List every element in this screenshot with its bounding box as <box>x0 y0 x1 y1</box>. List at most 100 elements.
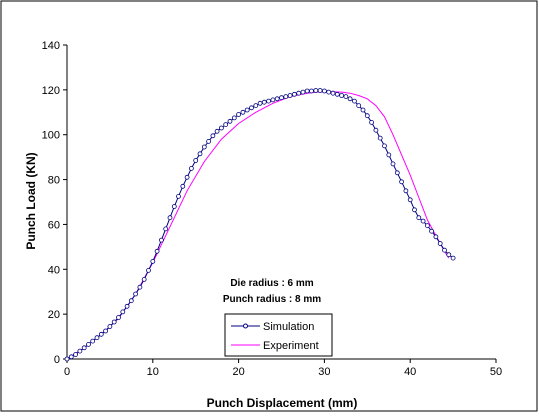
data-point-simulation <box>394 170 400 176</box>
data-point-simulation <box>94 335 100 341</box>
data-point-simulation <box>81 345 87 351</box>
y-axis-title: Punch Load (KN) <box>24 152 38 249</box>
legend-marker-simulation <box>243 323 248 329</box>
data-point-simulation <box>214 128 220 134</box>
data-point-simulation <box>257 100 263 106</box>
data-point-simulation <box>218 125 224 131</box>
x-tick-label: 40 <box>404 366 416 378</box>
data-point-simulation <box>193 158 199 163</box>
data-point-simulation <box>407 197 413 203</box>
data-point-simulation <box>334 91 340 97</box>
data-point-simulation <box>356 103 362 108</box>
y-axis-ticks: 0 20 40 60 80 100 120 140 <box>42 40 67 366</box>
data-point-simulation <box>107 324 113 329</box>
data-point-simulation <box>116 315 121 320</box>
y-tick-label: 80 <box>48 175 60 187</box>
data-point-simulation <box>279 95 284 101</box>
data-point-simulation <box>326 89 332 95</box>
data-point-simulation <box>360 107 366 113</box>
data-point-simulation <box>446 252 452 258</box>
y-tick-label: 20 <box>48 309 60 321</box>
data-point-simulation <box>416 215 422 221</box>
data-point-simulation <box>86 341 91 347</box>
data-point-simulation <box>403 188 409 194</box>
data-point-simulation <box>399 179 405 185</box>
data-point-simulation <box>351 98 357 104</box>
data-point-simulation <box>133 291 139 297</box>
data-point-simulation <box>364 113 370 119</box>
data-point-simulation <box>206 138 212 144</box>
data-point-simulation <box>227 118 233 124</box>
data-point-simulation <box>377 135 383 141</box>
data-point-simulation <box>313 88 319 93</box>
data-point-simulation <box>146 267 151 273</box>
y-tick-label: 100 <box>42 130 60 142</box>
annotation-punch-radius: Punch radius : 8 mm <box>223 294 321 305</box>
legend: Simulation Experiment <box>224 313 333 357</box>
data-point-simulation <box>412 207 417 213</box>
data-point-simulation <box>141 276 147 282</box>
x-axis-ticks: 0 10 20 30 40 50 <box>64 359 502 378</box>
data-point-simulation <box>429 228 435 234</box>
legend-label-experiment: Experiment <box>263 340 319 352</box>
data-point-simulation <box>137 284 143 290</box>
data-point-simulation <box>231 115 237 121</box>
data-point-simulation <box>339 93 345 98</box>
data-point-simulation <box>90 338 96 344</box>
data-point-simulation <box>167 215 173 221</box>
data-point-simulation <box>369 120 375 125</box>
data-point-simulation <box>274 96 280 102</box>
data-point-simulation <box>343 94 349 99</box>
x-tick-label: 50 <box>490 366 502 378</box>
data-point-simulation <box>184 174 190 180</box>
data-point-simulation <box>120 309 126 315</box>
data-point-simulation <box>442 247 447 253</box>
x-tick-label: 30 <box>318 366 330 378</box>
data-point-simulation <box>373 127 379 133</box>
data-point-simulation <box>291 91 297 97</box>
data-point-simulation <box>124 303 130 309</box>
data-point-simulation <box>223 122 229 127</box>
data-point-simulation <box>296 90 302 96</box>
data-point-simulation <box>176 193 181 199</box>
data-point-simulation <box>390 161 396 167</box>
data-point-simulation <box>270 97 276 103</box>
x-tick-label: 0 <box>64 366 70 378</box>
data-point-simulation <box>128 298 134 304</box>
data-point-simulation <box>420 218 426 224</box>
series-layer <box>64 88 456 362</box>
data-point-simulation <box>158 237 164 243</box>
data-point-simulation <box>287 93 293 98</box>
data-point-simulation <box>266 98 272 104</box>
legend-label-simulation: Simulation <box>263 321 314 333</box>
data-point-simulation <box>236 112 242 117</box>
data-point-simulation <box>103 328 108 334</box>
x-tick-label: 20 <box>232 366 244 378</box>
data-point-simulation <box>450 255 456 261</box>
data-point-simulation <box>163 226 169 232</box>
data-point-simulation <box>283 94 289 99</box>
annotation-die-radius: Die radius : 6 mm <box>230 278 313 289</box>
data-point-simulation <box>111 319 117 325</box>
data-point-simulation <box>253 103 259 108</box>
data-point-simulation <box>98 331 104 337</box>
data-point-simulation <box>240 109 246 115</box>
x-tick-label: 10 <box>147 366 159 378</box>
data-point-simulation <box>309 88 314 94</box>
y-tick-label: 60 <box>48 219 60 231</box>
data-point-simulation <box>249 105 254 111</box>
y-tick-label: 0 <box>54 354 60 366</box>
data-point-simulation <box>68 354 74 360</box>
data-point-simulation <box>73 352 78 357</box>
data-point-simulation <box>347 96 353 102</box>
data-point-simulation <box>150 258 156 264</box>
data-point-simulation <box>321 88 327 94</box>
y-tick-label: 120 <box>42 85 60 97</box>
x-axis-title: Punch Displacement (mm) <box>207 396 358 410</box>
data-point-simulation <box>180 183 186 189</box>
data-point-simulation <box>171 204 177 209</box>
y-tick-label: 140 <box>42 40 60 52</box>
data-point-simulation <box>437 241 443 246</box>
